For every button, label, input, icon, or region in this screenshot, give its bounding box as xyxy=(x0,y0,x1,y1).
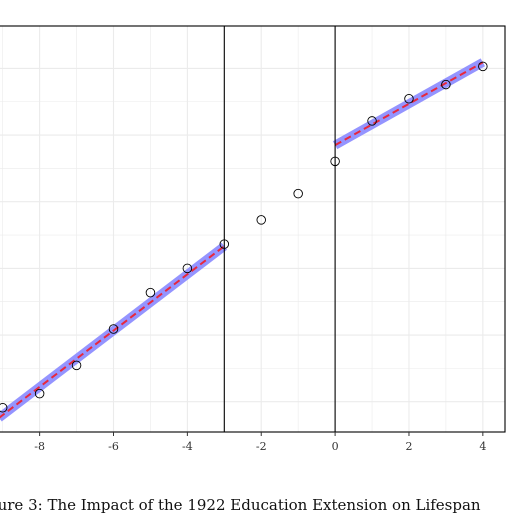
data-point xyxy=(330,156,340,167)
data-point xyxy=(293,188,303,199)
plot-border xyxy=(0,25,506,433)
x-tick-label: -8 xyxy=(34,440,45,453)
data-point xyxy=(367,116,377,126)
data-points xyxy=(0,61,488,413)
data-point xyxy=(34,388,45,399)
x-ticks: -8 -6 -4 -2 0 2 4 xyxy=(34,432,486,453)
fit-line-2 xyxy=(334,61,484,147)
x-tick-label: 4 xyxy=(479,440,486,453)
data-point xyxy=(219,239,230,249)
data-point xyxy=(404,93,414,104)
fit-line-1 xyxy=(0,245,225,419)
data-point xyxy=(108,324,119,334)
figure-caption-text: gure 3: The Impact of the 1922 Education… xyxy=(0,496,481,514)
data-point xyxy=(145,287,156,298)
x-tick-label: 0 xyxy=(332,440,339,453)
data-point xyxy=(182,263,193,274)
data-point xyxy=(441,79,451,90)
cutoff-lines xyxy=(223,26,336,432)
x-tick-label: -2 xyxy=(256,440,267,453)
data-point xyxy=(256,215,266,225)
data-point xyxy=(71,360,82,371)
fit-lines xyxy=(0,61,484,419)
x-tick-label: -6 xyxy=(108,440,119,453)
plot-axes xyxy=(0,25,506,433)
x-tick-label: 2 xyxy=(405,440,412,453)
data-point xyxy=(478,61,488,72)
x-tick-label: -4 xyxy=(182,440,193,453)
data-point xyxy=(0,403,8,413)
grid-lines xyxy=(0,26,505,432)
figure-caption: gure 3: The Impact of the 1922 Education… xyxy=(0,496,520,514)
